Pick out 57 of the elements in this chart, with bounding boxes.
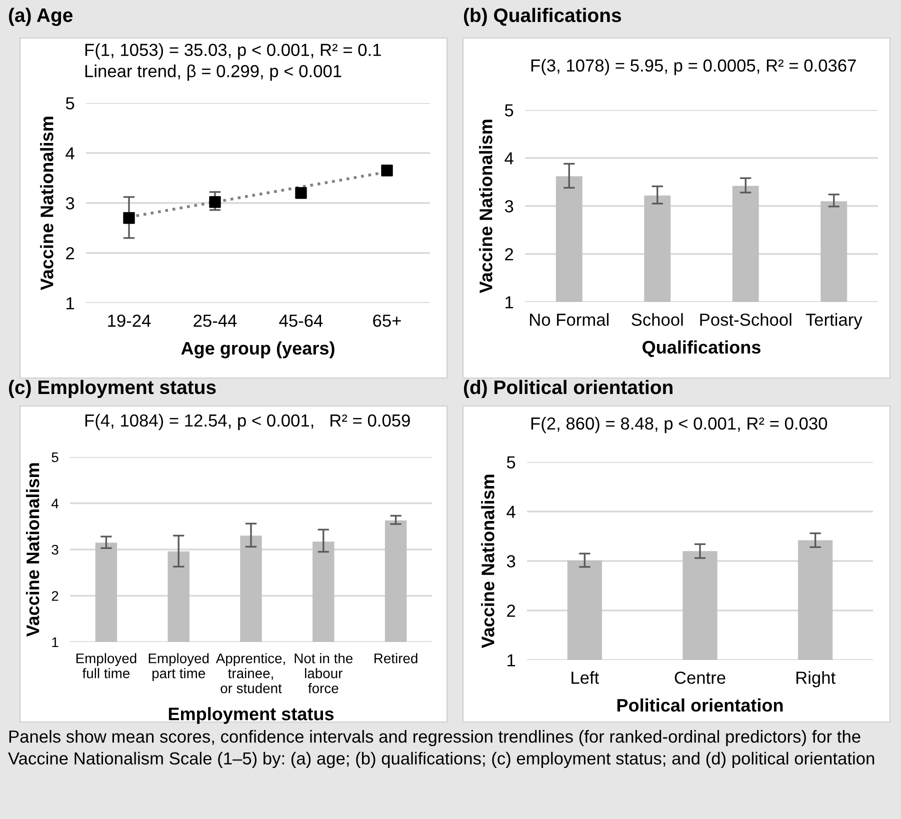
y-tick-label: 3: [66, 197, 74, 210]
text: Panels show mean scores, confidence intervals and regression trendlines (for ranked-ordinal predictors) for the Vaccine Nationalism Scale (1–5) by: (a) age; (b) qualifications; (c) employment status; and (d) political orientation: [8, 730, 874, 768]
y-tick-label: 3: [504, 200, 514, 212]
x-tick-label: Not in the labour force: [294, 653, 353, 694]
y-tick-label: 1: [66, 297, 74, 310]
chart-title: (b) Qualifications: [464, 8, 622, 26]
x-tick-label: Right: [796, 671, 836, 688]
y-tick-label: 1: [506, 296, 514, 308]
y-tick-label: 3: [52, 544, 58, 555]
y-tick-label: 2: [505, 248, 514, 260]
point: [381, 164, 393, 176]
x-axis-title: Political orientation: [617, 698, 783, 712]
x-tick-label: 19-24: [108, 314, 151, 327]
point: [123, 212, 135, 224]
text: F(2, 860) = 8.48, p < 0.001, R² = 0.030: [531, 416, 828, 434]
chart-title: (c) Employment status: [8, 380, 216, 398]
x-tick-label: 45-64: [279, 314, 323, 327]
x-tick-label: 65+: [373, 314, 401, 327]
x-tick-label: 25-44: [194, 314, 237, 327]
y-tick-label: 1: [52, 637, 58, 648]
x-tick-label: Retired: [374, 653, 418, 664]
point: [295, 187, 307, 199]
point: [209, 196, 221, 208]
text: F(4, 1084) = 12.54, p < 0.001, R² = 0.059: [85, 414, 410, 430]
text: F(3, 1078) = 5.95, p = 0.0005, R² = 0.0367: [531, 58, 856, 76]
x-tick-label: Post-School: [700, 313, 792, 326]
x-tick-label: Employed full time: [76, 653, 136, 678]
x-tick-label: School: [632, 313, 683, 326]
chart-title: (a) Age: [8, 8, 73, 26]
x-tick-label: Employed part time: [148, 653, 209, 682]
y-tick-label: 4: [504, 152, 514, 164]
x-axis-title: Employment status: [168, 707, 334, 724]
x-tick-label: Left: [572, 671, 600, 684]
y-axis-title: Vaccine Nationalism: [481, 474, 494, 648]
y-tick-label: 5: [66, 97, 74, 110]
y-axis-title: Vaccine Nationalism: [479, 120, 492, 294]
chart-title: (d) Political orientation: [464, 380, 672, 398]
y-tick-label: 5: [52, 452, 58, 462]
y-tick-label: 2: [507, 604, 516, 617]
x-tick-label: Apprentice, trainee, or student: [216, 653, 285, 694]
y-tick-label: 5: [506, 456, 516, 468]
y-tick-label: 4: [506, 506, 516, 518]
y-tick-label: 4: [66, 147, 74, 160]
y-tick-label: 1: [508, 654, 516, 666]
x-tick-label: Tertiary: [806, 313, 862, 330]
y-axis-title: Vaccine Nationalism: [26, 463, 40, 637]
x-axis-title: Qualifications: [642, 340, 760, 358]
y-tick-label: 5: [504, 104, 514, 116]
y-axis-title: Vaccine Nationalism: [40, 116, 54, 290]
y-tick-label: 4: [51, 498, 58, 508]
x-tick-label: Centre: [674, 672, 726, 684]
x-axis-title: Age group (years): [181, 341, 334, 358]
text: F(1, 1053) = 35.03, p < 0.001, R² = 0.1 Linear trend, β = 0.299, p < 0.001: [85, 43, 381, 81]
x-tick-label: No Formal: [530, 313, 608, 326]
y-tick-label: 2: [66, 247, 74, 260]
y-tick-label: 2: [52, 591, 58, 601]
y-tick-label: 3: [506, 555, 516, 568]
